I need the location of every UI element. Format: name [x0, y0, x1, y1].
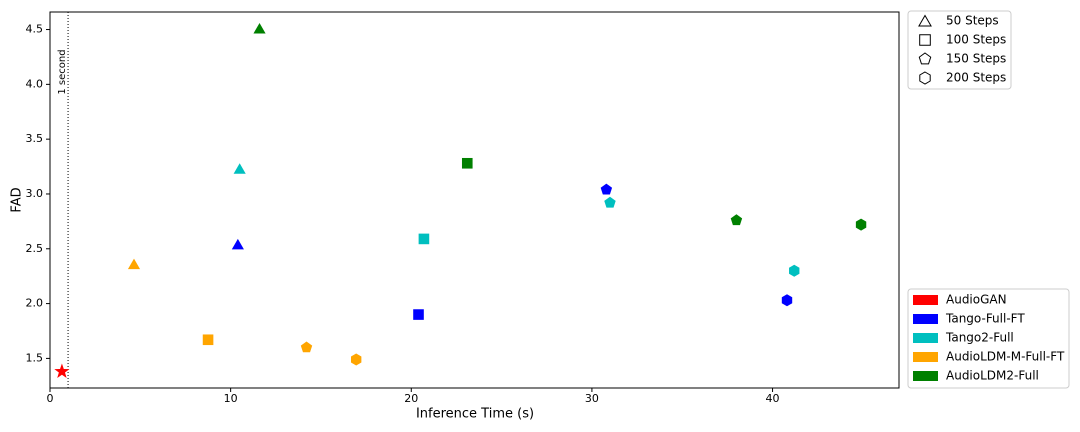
point — [413, 309, 424, 320]
legend-label: AudioLDM-M-Full-FT — [946, 350, 1065, 364]
x-tick-label: 30 — [585, 392, 599, 405]
point — [418, 233, 430, 245]
point — [461, 157, 473, 169]
point — [231, 238, 244, 250]
marker-legend — [907, 10, 1012, 90]
y-tick-label: 3.5 — [26, 132, 44, 145]
point — [855, 218, 867, 231]
color-legend — [907, 288, 1070, 389]
point — [127, 258, 141, 270]
legend-marker — [919, 71, 931, 85]
plot-frame — [49, 11, 900, 389]
legend-swatch — [913, 352, 938, 362]
y-axis-label: FAD — [10, 187, 25, 212]
x-tick-label: 20 — [404, 392, 418, 405]
legend-swatch — [913, 314, 938, 324]
reference-label: 1 second — [57, 49, 68, 94]
legend-marker — [919, 34, 931, 46]
x-tick-label: 0 — [47, 392, 54, 405]
y-tick-label: 2.0 — [26, 297, 44, 310]
point — [789, 264, 800, 277]
legend-label: 50 Steps — [946, 14, 999, 28]
legend-swatch — [913, 371, 938, 381]
y-tick-label: 3.0 — [26, 187, 44, 200]
y-tick-label: 1.5 — [26, 351, 44, 364]
legend-label: Tango2-Full — [945, 331, 1014, 345]
x-tick-label: 10 — [224, 392, 238, 405]
point — [202, 334, 214, 346]
y-tick-label: 2.5 — [26, 242, 44, 255]
point — [54, 363, 70, 379]
legend-label: Tango-Full-FT — [945, 312, 1025, 326]
x-tick-label: 40 — [766, 392, 780, 405]
point — [233, 163, 246, 174]
point — [730, 214, 743, 226]
legend-marker — [918, 14, 932, 27]
legend-label: AudioGAN — [946, 293, 1007, 307]
x-axis-label: Inference Time (s) — [416, 407, 534, 422]
legend-label: 200 Steps — [946, 71, 1006, 85]
y-tick-label: 4.5 — [26, 23, 44, 36]
legend-label: AudioLDM2-Full — [946, 369, 1039, 383]
point — [604, 196, 616, 208]
legend-marker — [918, 52, 932, 65]
point — [300, 341, 313, 353]
point — [350, 353, 362, 366]
legend-label: 100 Steps — [946, 33, 1006, 47]
point — [781, 294, 793, 307]
legend-label: 150 Steps — [946, 52, 1006, 66]
legend-swatch — [913, 295, 938, 305]
legend-swatch — [913, 333, 938, 343]
y-tick-label: 4.0 — [26, 77, 44, 90]
point — [600, 183, 613, 195]
point — [253, 22, 266, 34]
